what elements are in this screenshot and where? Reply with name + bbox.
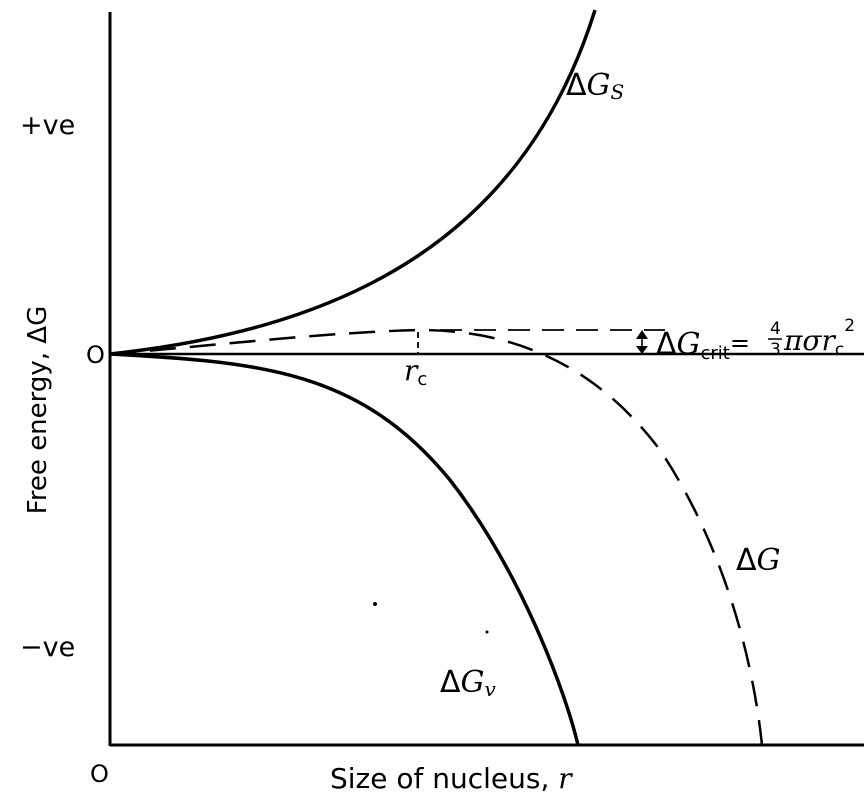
label-surface-letter: G [587, 68, 611, 103]
label-volume-delta: Δ [440, 665, 461, 700]
x-axis-title: Size of nucleus, r [330, 762, 573, 795]
x-origin-label: O [90, 760, 109, 788]
crit-letter: G [677, 327, 701, 362]
crit-delta: Δ [656, 327, 677, 362]
label-rc-sub: c [417, 369, 427, 390]
curve-total-energy [109, 328, 764, 746]
label-surface-energy: ΔGS [566, 68, 624, 104]
crit-tail-sup: 2 [844, 316, 855, 336]
label-surface-delta: Δ [566, 68, 587, 103]
crit-frac-num: 4 [770, 319, 781, 339]
crit-tail-symbols: πσr [783, 324, 837, 357]
crit-sub: crit [701, 343, 730, 364]
y-tick-negative: −ve [20, 632, 75, 663]
label-rc-letter: r [404, 354, 419, 387]
label-critical-energy: ΔGcrit= [656, 327, 750, 364]
y-tick-zero: O [86, 341, 105, 369]
label-volume-sub: v [485, 677, 497, 701]
label-surface-sub: S [611, 80, 625, 104]
curve-volume-energy [109, 352, 580, 746]
crit-frac-den: 3 [770, 340, 781, 360]
label-total-delta: Δ [736, 543, 757, 578]
label-volume-energy: ΔGv [440, 665, 497, 701]
curve-surface-energy [109, 9, 597, 356]
crit-formula-tail: πσrc2 [783, 316, 855, 360]
critical-energy-arrow-down [636, 346, 648, 354]
crit-tail-sub: c [835, 340, 844, 360]
scan-speck-1 [373, 602, 377, 606]
label-total-energy: ΔG [736, 543, 781, 578]
x-axis-title-prefix: Size of nucleus, [330, 762, 558, 795]
scan-speck-2 [485, 630, 489, 634]
label-critical-radius: rc [404, 354, 427, 390]
y-tick-positive: +ve [20, 110, 75, 141]
y-axis-title: Free energy, ΔG [23, 306, 53, 515]
crit-equals: = [730, 329, 750, 357]
x-axis-title-var: r [558, 762, 573, 795]
critical-energy-arrow-up [636, 330, 648, 339]
label-volume-letter: G [461, 665, 485, 700]
label-total-letter: G [757, 543, 781, 578]
